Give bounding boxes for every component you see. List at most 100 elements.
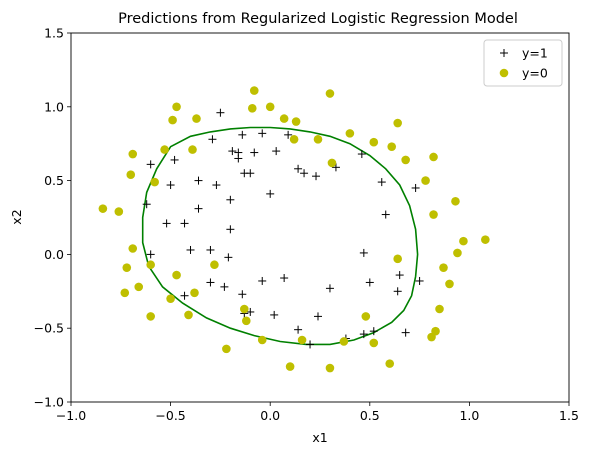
positive-point: [162, 219, 171, 228]
positive-point: [258, 129, 267, 138]
negative-point: [387, 142, 397, 151]
positive-point: [208, 135, 217, 144]
negative-point: [369, 137, 379, 147]
negative-point: [249, 86, 259, 95]
axes-layer: [70, 32, 570, 403]
negative-point: [265, 102, 275, 112]
negative-point: [172, 102, 181, 112]
negative-point: [339, 337, 349, 346]
negative-point: [439, 263, 448, 272]
positive-point: [180, 291, 189, 300]
positive-point: [170, 155, 179, 164]
negative-point: [279, 114, 289, 123]
y-tick-label: 0.5: [44, 173, 64, 188]
positive-point: [300, 169, 309, 178]
positive-point: [146, 250, 155, 259]
positive-point: [314, 312, 323, 321]
negative-point: [325, 89, 335, 98]
positive-point: [226, 195, 235, 204]
positive-point: [246, 307, 255, 316]
x-tick-label: 1.0: [459, 408, 479, 423]
legend: y=1y=0: [483, 39, 563, 87]
positive-point: [415, 276, 424, 285]
negative-point: [429, 210, 438, 219]
positive-point: [266, 189, 275, 198]
negative-point: [160, 145, 169, 154]
x-axis-label: x1: [312, 430, 327, 445]
negative-point: [313, 134, 323, 144]
negative-point: [325, 363, 335, 373]
negative-point: [128, 149, 138, 159]
negative-point: [247, 103, 257, 113]
positive-point: [238, 290, 247, 299]
positive-point: [228, 147, 237, 156]
negative-point: [285, 362, 295, 371]
negative-point: [192, 114, 201, 123]
chart-title: Predictions from Regularized Logistic Re…: [118, 11, 518, 27]
negative-point: [289, 134, 299, 144]
positive-point: [220, 282, 229, 291]
legend-label: y=1: [522, 46, 548, 61]
negative-point: [150, 177, 159, 187]
negative-point: [459, 236, 468, 246]
negative-point: [327, 158, 337, 168]
negative-point: [134, 282, 144, 292]
positive-point: [194, 176, 203, 185]
y-tick-label: −1.0: [34, 395, 64, 410]
y-axis-label: x2: [9, 209, 24, 224]
positive-point: [381, 210, 390, 219]
negative-point: [222, 344, 231, 354]
positive-point: [395, 271, 404, 280]
data-points-layer: [98, 86, 490, 373]
negative-point: [122, 263, 132, 272]
positive-point: [294, 164, 303, 173]
positive-point: [206, 245, 215, 254]
positive-point: [142, 200, 151, 209]
negative-point: [240, 304, 249, 314]
y-tick-label: 0.0: [44, 247, 64, 262]
positive-point: [359, 330, 368, 339]
negative-point: [146, 312, 155, 321]
positive-point: [369, 327, 378, 336]
negative-point: [297, 335, 307, 345]
negative-point: [210, 260, 219, 270]
positive-point: [401, 328, 410, 337]
negative-point: [128, 244, 138, 253]
negative-point: [369, 338, 379, 348]
negative-point: [421, 176, 430, 185]
negative-point: [190, 288, 199, 298]
decision-boundary-curve: [141, 126, 419, 346]
legend-marker-positive: [500, 49, 508, 57]
positive-point: [250, 148, 259, 157]
negative-point: [451, 196, 460, 206]
positive-point: [234, 154, 243, 163]
positive-point: [393, 287, 402, 296]
positive-point: [258, 276, 267, 285]
negative-point: [361, 312, 371, 321]
axes-frame: [70, 32, 570, 403]
y-tick-label: 1.0: [44, 99, 64, 114]
negative-point: [172, 270, 181, 280]
negative-point: [188, 145, 197, 154]
plot-background: [71, 33, 569, 402]
negative-point: [114, 207, 124, 216]
negative-point: [445, 279, 454, 289]
positive-point: [194, 204, 203, 213]
positive-point: [146, 160, 155, 169]
y-tick-label: 1.5: [44, 26, 64, 41]
negative-point: [429, 152, 438, 162]
x-tick-label: −0.5: [155, 408, 185, 423]
ticks-layer: −1.0 −0.5 0.0 0.5 1.0 1.5 −1.0 −0.5 0.0 0.5 1.0 1.5: [34, 26, 579, 424]
positive-point: [325, 284, 334, 293]
positive-point: [166, 181, 175, 190]
legend-marker-negative: [499, 68, 509, 78]
negative-point: [168, 115, 177, 125]
negative-point: [393, 254, 402, 264]
positive-point: [270, 310, 279, 319]
positive-point: [206, 278, 215, 287]
negative-point: [345, 129, 355, 138]
positive-point: [280, 274, 289, 283]
x-tick-label: 0.0: [260, 408, 280, 423]
positive-point: [212, 181, 221, 190]
